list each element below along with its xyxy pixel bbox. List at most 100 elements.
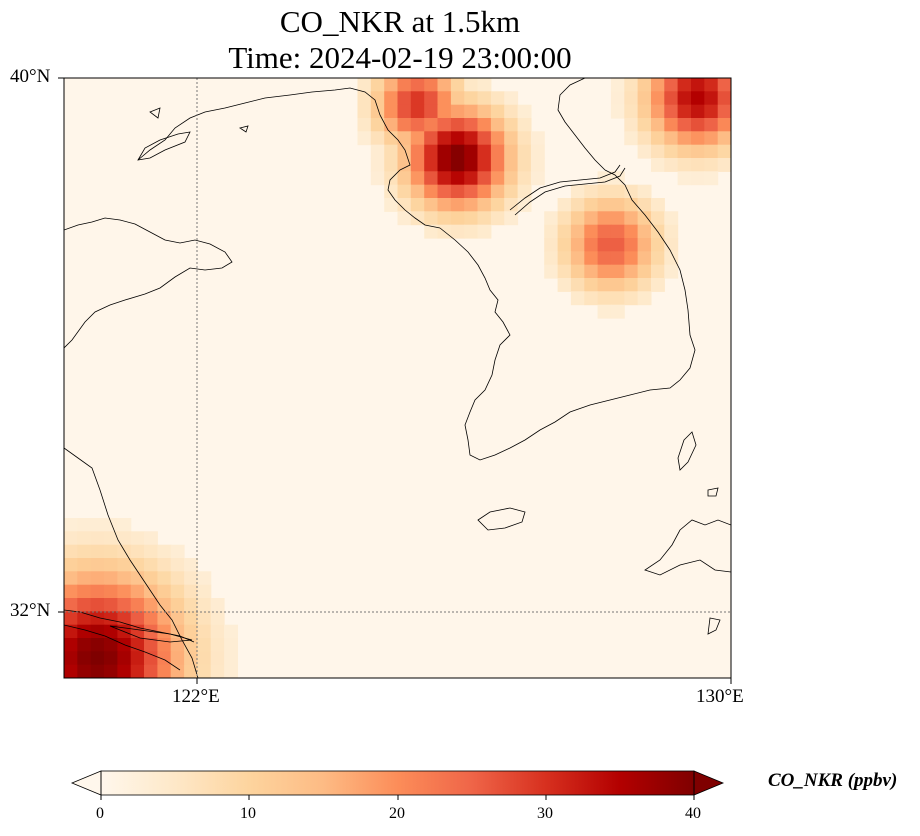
heatmap-cell — [691, 78, 705, 92]
heatmap-cell — [224, 664, 238, 678]
heatmap-cell — [170, 571, 185, 586]
heatmap-cell — [704, 78, 719, 92]
heatmap-cell — [490, 104, 505, 119]
heatmap-cell — [410, 144, 425, 159]
heatmap-cell — [197, 624, 212, 639]
heatmap-cell — [197, 611, 212, 626]
heatmap-cell — [584, 211, 599, 226]
heatmap-cell — [691, 118, 705, 132]
heatmap-cell — [557, 238, 572, 252]
heatmap-cell — [597, 224, 612, 239]
heatmap-cell — [677, 104, 692, 119]
heatmap-cell — [677, 118, 692, 132]
heatmap-cell — [424, 118, 439, 132]
heatmap-cell — [731, 145, 745, 159]
heatmap-cell — [504, 144, 519, 159]
heatmap-cell — [104, 638, 118, 652]
heatmap-cell — [544, 251, 559, 266]
heatmap-cell — [651, 198, 665, 212]
heatmap-cell — [570, 224, 585, 239]
lat-label-40n: 40°N — [10, 66, 51, 87]
heatmap-cell — [664, 131, 679, 146]
heatmap-cell — [437, 78, 452, 92]
heatmap-cell — [77, 611, 92, 626]
cbar-label-30: 30 — [537, 805, 553, 822]
heatmap-cell — [664, 224, 679, 239]
heatmap-cell — [157, 638, 172, 652]
heatmap-cell — [731, 158, 745, 172]
heatmap-cell — [637, 184, 652, 199]
heatmap-cell — [184, 611, 198, 626]
heatmap-cell — [184, 664, 198, 678]
heatmap-cell — [224, 638, 238, 652]
heatmap-cell — [184, 598, 198, 612]
heatmap-cell — [637, 291, 652, 306]
heatmap-cell — [384, 104, 399, 119]
heatmap-cell — [477, 78, 492, 92]
heatmap-cell — [117, 651, 132, 666]
heatmap-cell — [170, 558, 185, 572]
heatmap-cell — [357, 118, 372, 132]
heatmap-cell — [490, 211, 505, 226]
heatmap-cell — [704, 158, 719, 172]
heatmap-cell — [64, 518, 78, 532]
heatmap-cell — [597, 251, 612, 266]
heatmap-cell — [437, 144, 452, 159]
heatmap-cell — [570, 211, 585, 226]
lon-label-130e: 130°E — [696, 686, 744, 707]
heatmap-cell — [664, 238, 679, 252]
heatmap-cell — [651, 158, 665, 172]
heatmap-cell — [130, 558, 145, 572]
heatmap-cell — [77, 558, 92, 572]
heatmap-cell — [397, 144, 412, 159]
heatmap-cell — [637, 278, 652, 292]
heatmap-cell — [157, 624, 172, 639]
heatmap-cell — [624, 78, 639, 92]
heatmap-cell — [450, 158, 465, 172]
liaodong-peninsula-tip — [137, 131, 191, 161]
heatmap-cell — [464, 131, 479, 146]
heatmap-cell — [117, 544, 132, 559]
cbar-label-0: 0 — [96, 805, 104, 822]
heatmap-cell — [384, 118, 399, 132]
heatmap-cell — [64, 584, 78, 599]
chongming-island — [109, 625, 193, 643]
heatmap-cell — [144, 664, 158, 678]
heatmap-cell — [691, 131, 705, 146]
heatmap-cell — [397, 131, 412, 146]
heatmap-cell — [504, 211, 519, 226]
heatmap-cell — [64, 651, 78, 666]
heatmap-cell — [104, 598, 118, 612]
heatmap-cell — [624, 184, 639, 199]
heatmap-cell — [717, 158, 731, 172]
heatmap-cell — [77, 651, 92, 666]
heatmap-cell — [77, 638, 92, 652]
heatmap-cell — [64, 664, 78, 678]
heatmap-cell — [90, 558, 105, 572]
cbar-label-10: 10 — [240, 805, 256, 822]
heatmap-cell — [504, 158, 519, 172]
heatmap-cell — [610, 304, 625, 319]
heatmap-cell — [117, 518, 132, 532]
heatmap-cell — [437, 118, 452, 132]
heatmap-cell — [144, 531, 158, 546]
heatmap-cell — [144, 651, 158, 666]
heatmap-cell — [450, 184, 465, 199]
heatmap-cell — [450, 91, 465, 106]
dmz-boundary-line — [509, 164, 626, 216]
heatmap-cell — [77, 584, 92, 599]
heatmap-cell — [464, 144, 479, 159]
heatmap-cell — [464, 211, 479, 226]
heatmap-cell — [410, 158, 425, 172]
heatmap-cell — [437, 198, 452, 212]
heatmap-cell — [530, 131, 545, 146]
heatmap-cell — [477, 91, 492, 106]
heatmap-cell — [397, 78, 412, 92]
heatmap-cell — [717, 131, 731, 146]
heatmap-cell — [450, 78, 465, 92]
heatmap-cell — [357, 104, 372, 119]
heatmap-cell — [104, 544, 118, 559]
heatmap-cell — [490, 144, 505, 159]
heatmap-cell — [624, 131, 639, 146]
heatmap-cell — [637, 264, 652, 279]
